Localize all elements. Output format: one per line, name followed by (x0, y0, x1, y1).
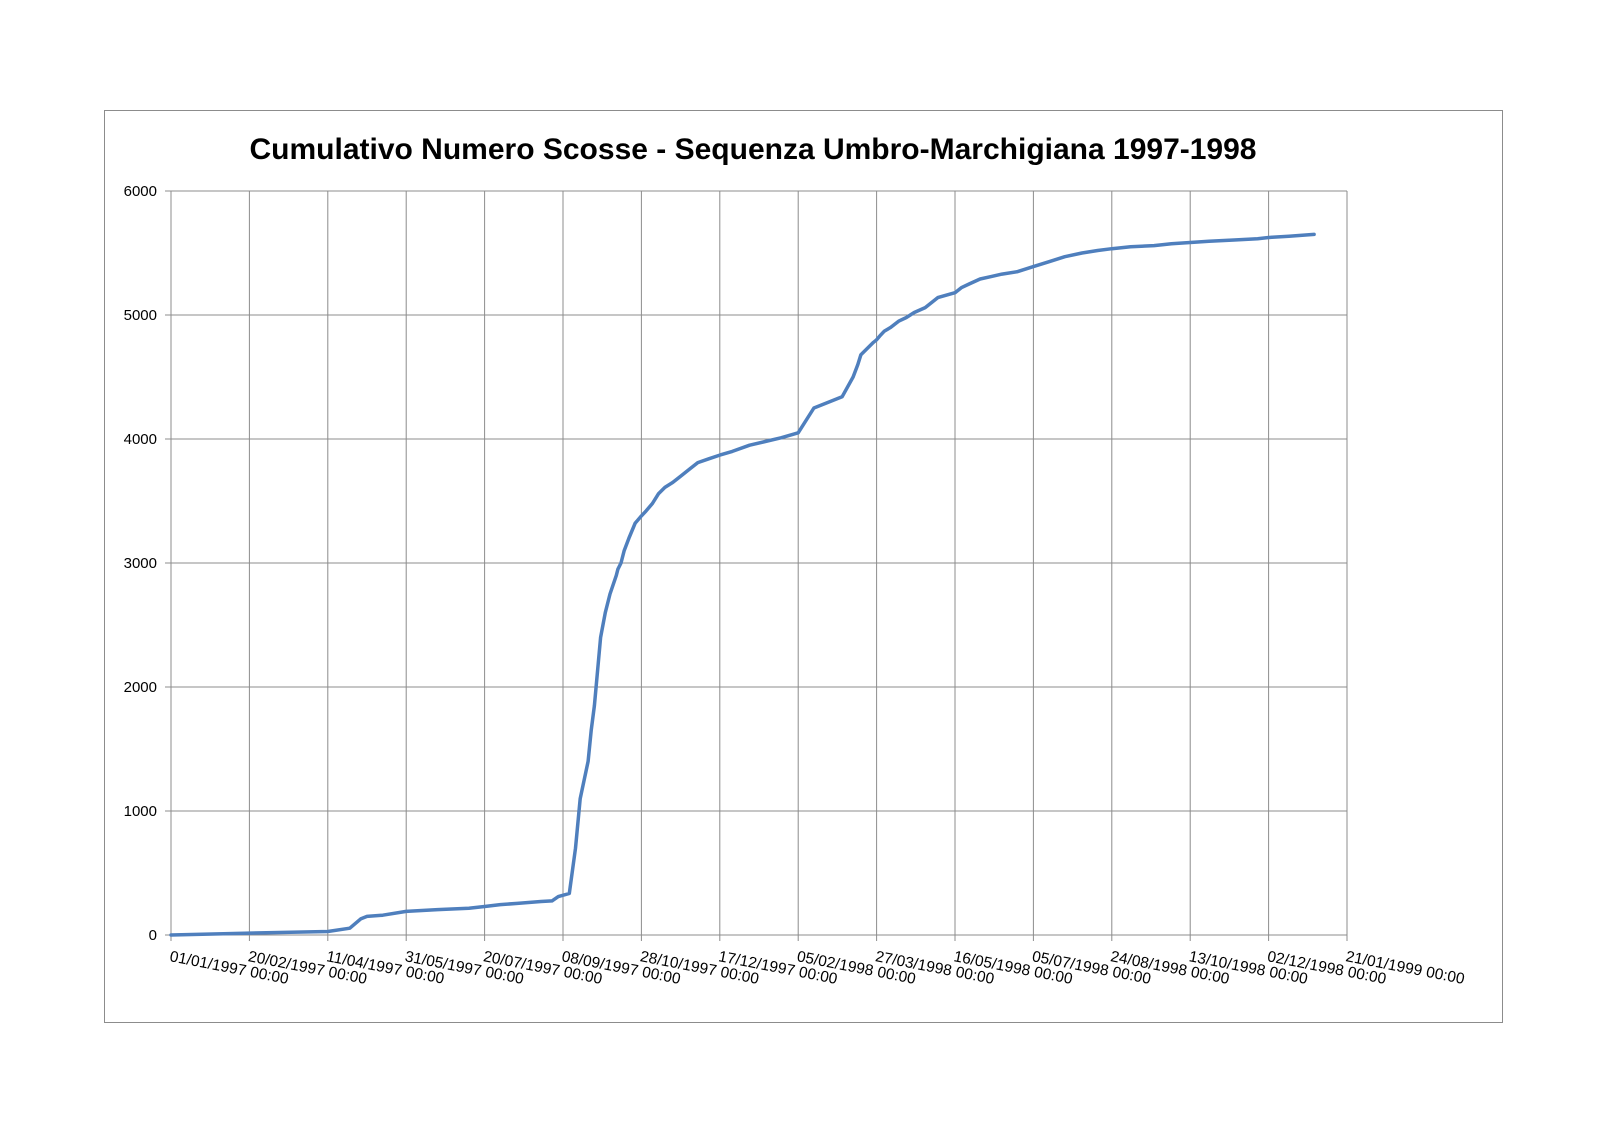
y-tick-label: 6000 (124, 183, 157, 200)
y-tick-label: 0 (149, 927, 157, 944)
y-tick-label: 3000 (124, 555, 157, 572)
chart-title: Cumulativo Numero Scosse - Sequenza Umbr… (250, 133, 1257, 166)
y-axis-ticks: 0 1000 2000 3000 4000 5000 6000 (124, 183, 157, 944)
chart-frame: Cumulativo Numero Scosse - Sequenza Umbr… (104, 110, 1503, 1023)
y-tick-label: 4000 (124, 431, 157, 448)
grid (165, 190, 1348, 941)
series-line (169, 232, 1316, 937)
y-tick-label: 2000 (124, 679, 157, 696)
y-tick-label: 5000 (124, 307, 157, 324)
series-layer (169, 232, 1316, 937)
y-tick-label: 1000 (124, 803, 157, 820)
line-chart: Cumulativo Numero Scosse - Sequenza Umbr… (124, 133, 1467, 988)
